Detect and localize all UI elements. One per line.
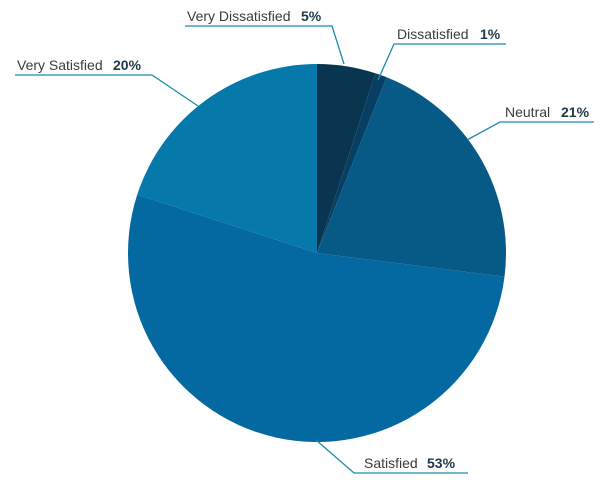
label-satisfied: Satisfied 53% bbox=[364, 455, 456, 471]
leader-line-dissatisfied bbox=[377, 43, 506, 81]
slice-label-very-satisfied: Very Satisfied bbox=[17, 57, 103, 73]
label-neutral: Neutral 21% bbox=[505, 104, 590, 120]
pie-slices bbox=[127, 64, 506, 443]
pie-slice-neutral bbox=[317, 77, 506, 277]
slice-label-neutral: Neutral bbox=[505, 104, 550, 120]
slice-label-satisfied: Satisfied bbox=[364, 455, 418, 471]
leader-line-very-satisfied bbox=[15, 74, 199, 107]
slice-value-satisfied: 53% bbox=[427, 455, 456, 471]
pie-slice-very-satisfied bbox=[137, 64, 317, 253]
label-dissatisfied: Dissatisfied 1% bbox=[397, 26, 501, 42]
leader-line-very-dissatisfied bbox=[185, 25, 345, 65]
pie-slice-very-dissatisfied bbox=[317, 64, 376, 253]
pie-slice-satisfied bbox=[127, 194, 505, 443]
slice-label-dissatisfied: Dissatisfied bbox=[397, 26, 469, 42]
slice-label-very-dissatisfied: Very Dissatisfied bbox=[187, 8, 290, 24]
leader-line-satisfied bbox=[315, 439, 468, 474]
leader-lines bbox=[15, 25, 594, 474]
slice-value-neutral: 21% bbox=[561, 104, 590, 120]
pie-slice-dissatisfied bbox=[317, 73, 387, 253]
slice-value-very-dissatisfied: 5% bbox=[301, 8, 322, 24]
label-very-dissatisfied: Very Dissatisfied 5% bbox=[187, 8, 322, 24]
slice-value-dissatisfied: 1% bbox=[480, 26, 501, 42]
label-very-satisfied: Very Satisfied 20% bbox=[17, 57, 142, 73]
leader-line-neutral bbox=[466, 121, 594, 141]
slice-value-very-satisfied: 20% bbox=[113, 57, 142, 73]
